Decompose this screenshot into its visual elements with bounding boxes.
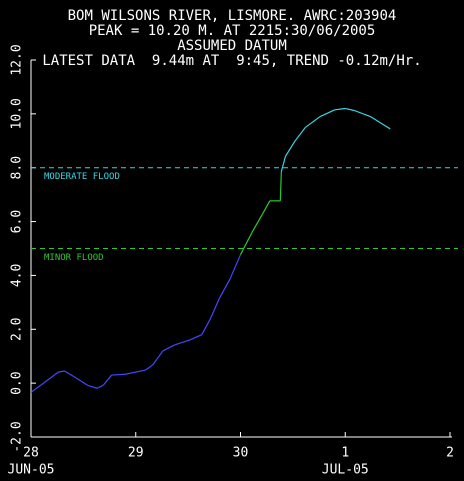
- data-line-segment: [189, 334, 202, 341]
- x-tick-label: 1: [341, 446, 349, 461]
- chart-title: BOM WILSONS RIVER, LISMORE. AWRC:203904: [68, 8, 397, 24]
- y-tick-label: -2.0: [10, 421, 25, 452]
- x-tick-label: 28: [23, 446, 39, 461]
- data-line-segment: [354, 110, 371, 118]
- data-line-segment: [209, 297, 221, 320]
- x-month-label: JUL-05: [322, 463, 369, 478]
- x-tick-label: 2: [446, 446, 454, 461]
- data-line-segment: [219, 278, 231, 299]
- data-line-segment: [280, 155, 287, 172]
- x-month-label: JUN-05: [8, 463, 55, 478]
- data-line-segment: [64, 370, 76, 378]
- data-line-segment: [144, 364, 153, 371]
- data-line-segment: [201, 319, 211, 335]
- chart-title: ASSUMED DATUM: [177, 38, 287, 54]
- data-line-segment: [294, 126, 306, 142]
- data-line-segment: [305, 116, 321, 128]
- y-tick-label: 4.0: [10, 264, 25, 287]
- data-line-segment: [102, 374, 113, 386]
- data-line-segment: [44, 371, 59, 383]
- data-line-segment: [96, 384, 104, 389]
- data-line-segment: [239, 232, 253, 255]
- data-line-segment: [285, 140, 296, 157]
- data-line-segment: [30, 381, 45, 393]
- data-line-segment: [370, 116, 391, 130]
- flood-level-label: MINOR FLOOD: [44, 253, 104, 263]
- y-tick-label: 12.0: [10, 44, 25, 75]
- data-line-segment: [279, 171, 282, 201]
- data-line-segment: [87, 384, 98, 389]
- y-tick-label: 8.0: [10, 156, 25, 179]
- flood-level-label: MODERATE FLOOD: [44, 172, 120, 182]
- data-line-segment: [319, 109, 336, 118]
- data-line-segment: [162, 344, 175, 352]
- data-line-segment: [152, 350, 164, 366]
- data-line-segment: [174, 339, 191, 346]
- y-tick-label: 0.0: [10, 371, 25, 394]
- data-line-segment: [58, 370, 65, 373]
- chart-title: LATEST DATA 9.44m AT 9:45, TREND -0.12m/…: [42, 53, 421, 69]
- data-line-segment: [125, 369, 146, 375]
- data-line-segment: [111, 373, 126, 376]
- y-tick-label: 10.0: [10, 98, 25, 129]
- x-tick-label: 29: [128, 446, 144, 461]
- data-line-segment: [74, 376, 88, 386]
- data-line-segment: [229, 254, 242, 280]
- data-line-segment: [334, 107, 346, 111]
- y-tick-label: 6.0: [10, 210, 25, 233]
- data-line-segment: [261, 200, 271, 215]
- x-tick-label: 30: [233, 446, 249, 461]
- data-line-segment: [345, 107, 355, 112]
- chart-title: PEAK = 10.20 M. AT 2215:30/06/2005: [89, 23, 376, 39]
- data-line-segment: [251, 213, 264, 233]
- y-tick-label: 2.0: [10, 318, 25, 341]
